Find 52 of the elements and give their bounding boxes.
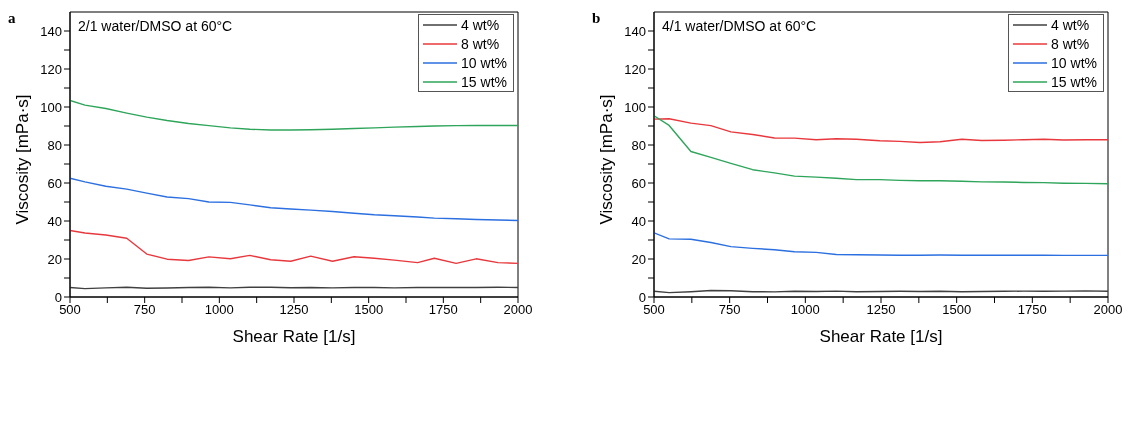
x-tick-label: 1500 [354, 302, 384, 318]
y-tick-label: 20 [47, 251, 62, 267]
y-tick-label: 60 [631, 175, 646, 191]
chart-title: b [592, 10, 601, 27]
y-tick-label: 100 [624, 99, 646, 115]
y-tick-label: 60 [47, 175, 62, 191]
legend-label: 10 wt% [1051, 53, 1097, 72]
legend-label: 15 wt% [1051, 72, 1097, 91]
annotation: 2/1 water/DMSO at 60°C [78, 18, 233, 34]
line-series [654, 232, 1108, 257]
x-tick-label: 1750 [1017, 302, 1047, 318]
legend-label: 8 wt% [461, 34, 500, 53]
y-tick-label: 100 [40, 99, 62, 115]
x-axis-title: Shear Rate [1/s] [819, 327, 943, 346]
legend-label: 8 wt% [1051, 34, 1090, 53]
x-tick-label: 1000 [204, 302, 234, 318]
line-series [654, 118, 1108, 144]
legend-label: 4 wt% [1051, 15, 1090, 34]
x-tick-label: 500 [59, 302, 81, 318]
y-tick-label: 40 [47, 213, 62, 229]
legend-label: 15 wt% [461, 72, 507, 91]
x-tick-label: 750 [718, 302, 741, 318]
y-axis-title: Viscosity [mPa·s] [597, 94, 617, 225]
annotation: 4/1 water/DMSO at 60°C [662, 18, 817, 34]
legend-label: 4 wt% [461, 15, 500, 34]
line-series [70, 177, 518, 222]
chart-title: a [8, 10, 16, 27]
x-tick-label: 1500 [942, 302, 972, 318]
y-tick-label: 120 [40, 61, 62, 77]
x-tick-label: 1250 [866, 302, 896, 318]
y-tick-label: 120 [624, 61, 646, 77]
x-tick-label: 1250 [279, 302, 309, 318]
y-tick-label: 80 [47, 137, 62, 153]
y-tick-label: 80 [631, 137, 646, 153]
y-axis-title: Viscosity [mPa·s] [13, 94, 33, 225]
x-tick-label: 1000 [790, 302, 820, 318]
y-tick-label: 20 [631, 251, 646, 267]
legend-label: 10 wt% [461, 53, 507, 72]
line-series [70, 229, 518, 265]
x-axis-title: Shear Rate [1/s] [232, 327, 356, 346]
y-tick-label: 0 [638, 289, 646, 305]
y-tick-label: 140 [624, 23, 646, 39]
y-tick-label: 40 [631, 213, 646, 229]
y-tick-label: 0 [54, 289, 62, 305]
x-tick-label: 500 [643, 302, 665, 318]
x-tick-label: 2000 [1093, 302, 1123, 318]
x-tick-label: 750 [133, 302, 156, 318]
x-tick-label: 1750 [428, 302, 458, 318]
y-tick-label: 140 [40, 23, 62, 39]
line-series [70, 99, 518, 131]
x-tick-label: 2000 [503, 302, 533, 318]
line-series [654, 115, 1108, 185]
